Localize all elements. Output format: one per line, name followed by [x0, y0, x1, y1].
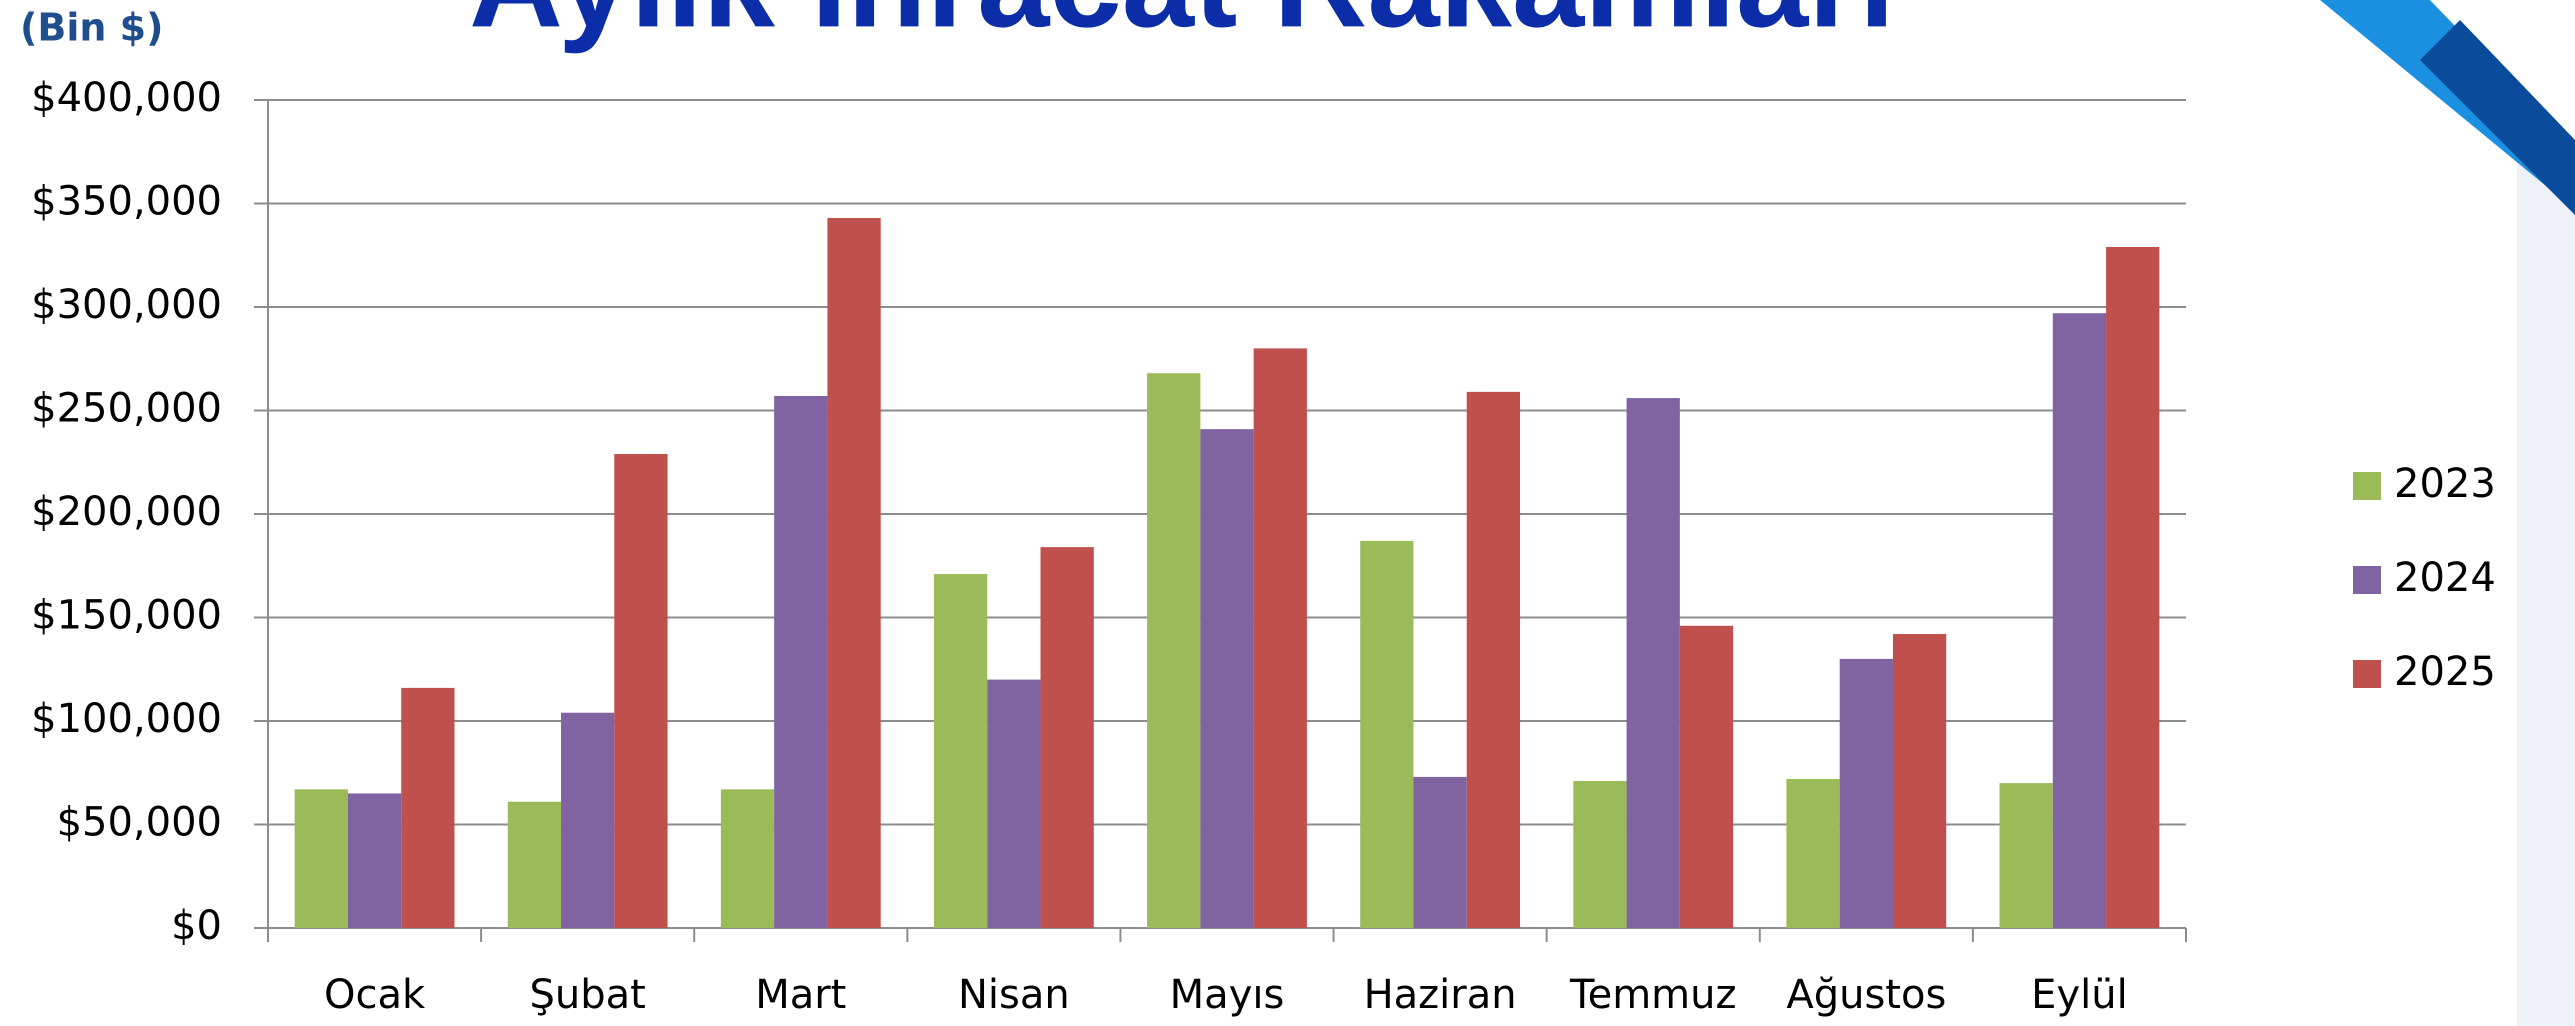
x-tick-label: Mayıs	[1170, 972, 1285, 1018]
bar	[401, 688, 454, 928]
bar	[1254, 348, 1307, 928]
bar	[1360, 541, 1413, 928]
y-tick-label: $50,000	[57, 800, 222, 846]
bar	[1147, 373, 1200, 928]
bar	[1467, 392, 1520, 928]
bar	[2106, 247, 2159, 928]
bar	[508, 802, 561, 928]
bar	[348, 793, 401, 928]
y-tick-label: $350,000	[31, 179, 222, 225]
y-tick-label: $200,000	[31, 489, 222, 535]
bar	[295, 789, 348, 928]
x-tick-label: Haziran	[1364, 972, 1517, 1018]
x-tick-label: Şubat	[530, 972, 646, 1018]
x-tick-label: Ağustos	[1786, 972, 1946, 1018]
y-tick-label: $250,000	[31, 386, 222, 432]
bar	[1200, 429, 1253, 928]
y-tick-label: $0	[171, 903, 222, 949]
bar	[1413, 777, 1466, 928]
legend-swatch	[2353, 660, 2381, 688]
bar	[1840, 659, 1893, 928]
y-tick-label: $400,000	[31, 75, 222, 121]
bar	[827, 218, 880, 928]
bar	[934, 574, 987, 928]
bar	[987, 680, 1040, 928]
bar	[774, 396, 827, 928]
y-tick-label: $100,000	[31, 696, 222, 742]
chart: Aylık İhracat Rakamları (Bin $) $0 $50,00…	[0, 0, 2575, 1026]
legend-swatch	[2353, 566, 2381, 594]
bar	[1627, 398, 1680, 928]
bar	[2000, 783, 2053, 928]
legend-swatch	[2353, 472, 2381, 500]
bar	[721, 789, 774, 928]
bar	[614, 454, 667, 928]
legend-label: 2023	[2394, 461, 2496, 507]
bar	[1573, 781, 1626, 928]
bar	[561, 713, 614, 928]
y-tick-label: $300,000	[31, 282, 222, 328]
x-tick-label: Ocak	[324, 972, 426, 1018]
y-tick-label: $150,000	[31, 593, 222, 639]
legend-label: 2025	[2394, 649, 2496, 695]
bar	[1786, 779, 1839, 928]
x-tick-label: Eylül	[2031, 972, 2128, 1018]
bar	[1893, 634, 1946, 928]
legend-label: 2024	[2394, 555, 2496, 601]
bar	[1680, 626, 1733, 928]
bar	[2053, 313, 2106, 928]
chart-title: Aylık İhracat Rakamları	[469, 0, 1895, 54]
bar	[1041, 547, 1094, 928]
x-tick-label: Nisan	[958, 972, 1070, 1018]
x-tick-label: Mart	[755, 972, 846, 1018]
y-axis-label: (Bin $)	[20, 6, 163, 50]
x-tick-label: Temmuz	[1569, 972, 1737, 1018]
